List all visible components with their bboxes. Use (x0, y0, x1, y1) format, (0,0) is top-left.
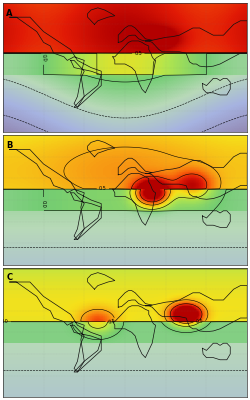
Text: 0.5: 0.5 (134, 51, 142, 56)
Text: 0.5: 0.5 (107, 318, 116, 325)
Text: 0.0: 0.0 (41, 200, 46, 208)
Text: A: A (6, 8, 13, 18)
Text: B: B (6, 141, 12, 150)
Text: 0.5: 0.5 (196, 319, 203, 324)
Text: 0.0: 0.0 (40, 54, 46, 62)
Text: C: C (6, 273, 12, 282)
Text: 0.0: 0.0 (1, 319, 9, 324)
Text: 0.5: 0.5 (99, 186, 107, 191)
